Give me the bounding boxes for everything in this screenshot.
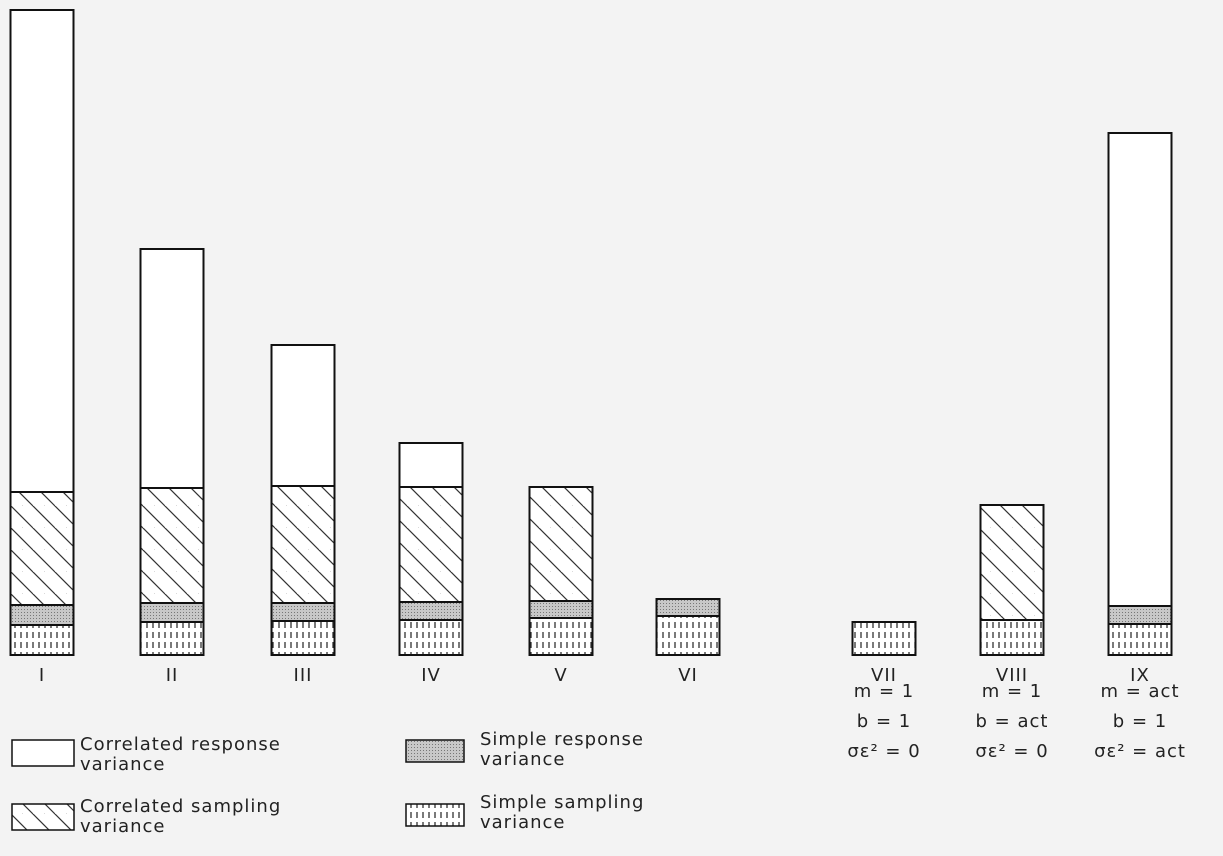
x-tick-label: IV [421, 665, 441, 686]
bar-segment [655, 598, 721, 617]
bar-segment [528, 600, 594, 619]
bar-segment [851, 621, 917, 656]
legend-swatch [405, 739, 465, 763]
bar-segment [9, 491, 75, 606]
legend-swatch [11, 803, 75, 831]
bar-segment [398, 486, 464, 603]
legend-label: Simple response variance [480, 729, 644, 770]
legend-label: Correlated response variance [80, 734, 281, 775]
bar-segment [528, 617, 594, 656]
bar-segment [9, 604, 75, 626]
x-tick-label: II [166, 665, 179, 686]
bar-segment [979, 619, 1045, 656]
annotation: b = 1 [1113, 711, 1167, 732]
bar-segment [398, 619, 464, 656]
bar-segment [9, 9, 75, 493]
x-tick-label: VII [871, 665, 897, 686]
bar-segment [270, 485, 336, 604]
bar-segment [398, 601, 464, 621]
annotation: m = act [1100, 681, 1179, 702]
annotation: σε² = 0 [847, 741, 920, 762]
bar-segment [139, 602, 205, 623]
bar-segment [1107, 132, 1173, 607]
annotation: m = 1 [982, 681, 1043, 702]
legend-label: Simple sampling variance [480, 792, 645, 833]
bar-segment [398, 442, 464, 488]
bar-segment [655, 615, 721, 656]
annotation: b = 1 [857, 711, 911, 732]
bar-segment [1107, 605, 1173, 625]
legend-label: Correlated sampling variance [80, 796, 282, 837]
bar-segment [1107, 623, 1173, 656]
x-tick-label: VI [678, 665, 698, 686]
x-tick-label: III [294, 665, 313, 686]
annotation: b = act [976, 711, 1049, 732]
bar-segment [139, 621, 205, 656]
annotation: σε² = act [1094, 741, 1186, 762]
bar-segment [270, 602, 336, 622]
x-tick-label: I [39, 665, 45, 686]
x-tick-label: V [554, 665, 567, 686]
x-tick-label: IX [1130, 665, 1150, 686]
bar-segment [139, 248, 205, 489]
legend-swatch [405, 803, 465, 827]
annotation: σε² = 0 [975, 741, 1048, 762]
bar-segment [139, 487, 205, 604]
x-tick-label: VIII [996, 665, 1028, 686]
bar-segment [528, 486, 594, 602]
bar-segment [9, 624, 75, 656]
bar-segment [979, 504, 1045, 621]
bar-segment [270, 620, 336, 656]
annotation: m = 1 [854, 681, 915, 702]
legend-swatch [11, 739, 75, 767]
bar-segment [270, 344, 336, 487]
